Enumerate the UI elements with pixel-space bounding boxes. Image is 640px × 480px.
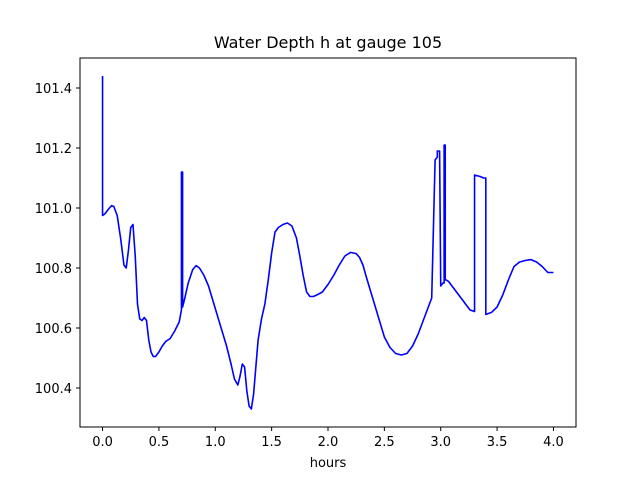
- y-tick-label: 100.8: [35, 262, 72, 277]
- x-tick-label: 1.0: [205, 435, 226, 450]
- x-tick-label: 0.0: [92, 435, 113, 450]
- plot-area: [101, 76, 554, 410]
- x-tick-label: 2.5: [374, 435, 395, 450]
- y-tick-label: 101.0: [35, 202, 72, 217]
- x-tick-label: 3.0: [430, 435, 451, 450]
- chart-title: Water Depth h at gauge 105: [214, 33, 442, 52]
- x-tick-label: 0.5: [149, 435, 170, 450]
- y-tick-label: 100.6: [35, 322, 72, 337]
- y-axis: 100.4 100.6 100.8 101.0 101.2 101.4: [35, 82, 80, 397]
- x-tick-label: 4.0: [543, 435, 564, 450]
- y-tick-label: 100.4: [35, 382, 72, 397]
- y-tick-label: 101.4: [35, 82, 72, 97]
- x-axis-label: hours: [310, 456, 347, 471]
- x-tick-label: 1.5: [261, 435, 282, 450]
- series-line-0: [101, 76, 554, 410]
- x-tick-label: 2.0: [318, 435, 339, 450]
- x-axis: 0.0 0.5 1.0 1.5 2.0 2.5 3.0 3.5 4.0: [92, 427, 564, 450]
- x-tick-label: 3.5: [487, 435, 508, 450]
- y-tick-label: 101.2: [35, 142, 72, 157]
